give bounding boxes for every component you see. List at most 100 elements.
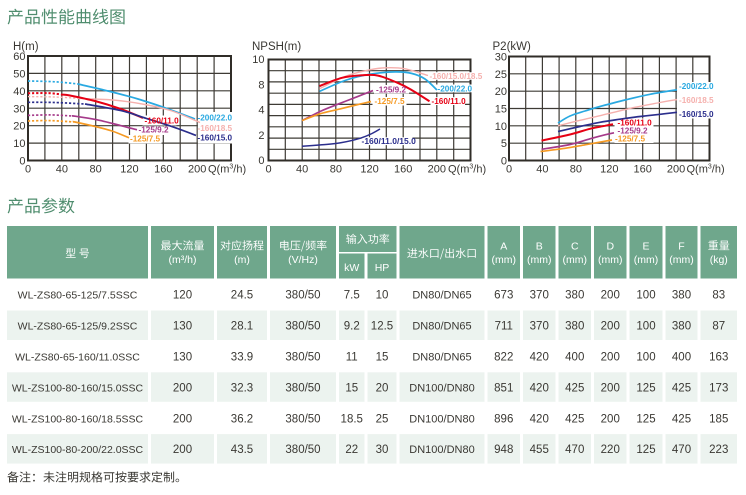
svg-text:C: C [571,241,579,253]
svg-text:200: 200 [173,382,192,394]
svg-text:9.2: 9.2 [344,321,360,333]
svg-text:0: 0 [501,155,507,167]
svg-text:Q(m3/h): Q(m3/h) [208,164,246,176]
svg-text:420: 420 [530,413,549,425]
svg-text:43.5: 43.5 [231,444,253,456]
svg-text:11: 11 [346,352,358,364]
svg-text:15: 15 [376,352,389,364]
svg-text:-125/9.2: -125/9.2 [618,127,648,136]
svg-text:(kg): (kg) [710,254,728,266]
svg-text:0: 0 [506,164,512,176]
svg-text:200: 200 [428,164,446,176]
svg-text:A: A [500,241,507,253]
svg-text:4: 4 [258,105,264,117]
svg-text:-160/11.0: -160/11.0 [618,118,653,127]
svg-text:40: 40 [536,164,548,176]
svg-text:200: 200 [601,352,620,364]
svg-text:370: 370 [530,321,549,333]
svg-text:200: 200 [601,382,620,394]
svg-text:0: 0 [258,155,264,167]
svg-text:WL-ZS80-65-160/11.0SSC: WL-ZS80-65-160/11.0SSC [15,352,140,364]
svg-text:(mm): (mm) [669,254,694,266]
svg-text:DN80/DN65: DN80/DN65 [412,321,471,333]
svg-text:10: 10 [13,138,25,150]
svg-text:380/50: 380/50 [285,382,320,394]
svg-text:DN100/DN80: DN100/DN80 [409,413,474,425]
svg-text:125: 125 [636,382,655,394]
svg-text:DN80/DN65: DN80/DN65 [412,290,471,302]
svg-text:20: 20 [13,121,25,133]
svg-text:10: 10 [252,54,264,66]
svg-text:kW: kW [344,262,359,274]
svg-text:130: 130 [173,321,192,333]
svg-text:28.1: 28.1 [231,321,253,333]
svg-text:(mm): (mm) [598,254,623,266]
svg-text:120: 120 [173,290,192,302]
svg-text:470: 470 [672,444,691,456]
svg-text:87: 87 [712,321,725,333]
svg-text:200: 200 [667,164,685,176]
svg-text:380: 380 [672,321,691,333]
svg-text:370: 370 [530,290,549,302]
svg-text:30: 30 [13,103,25,115]
svg-text:-125/7.5: -125/7.5 [130,134,160,143]
svg-text:0: 0 [265,164,271,176]
svg-text:163: 163 [709,352,728,364]
svg-text:18.5: 18.5 [341,413,363,425]
svg-text:30: 30 [495,52,507,64]
svg-text:-160/15.0: -160/15.0 [679,110,714,119]
svg-text:-160/18.5: -160/18.5 [679,96,714,105]
svg-text:(m³/h): (m³/h) [169,254,197,266]
svg-text:200: 200 [601,413,620,425]
svg-text:50: 50 [13,68,25,80]
svg-text:173: 173 [709,382,728,394]
svg-text:711: 711 [495,321,513,333]
svg-text:F: F [678,241,684,253]
svg-text:80: 80 [330,164,342,176]
svg-text:380/50: 380/50 [285,290,320,302]
svg-text:WL-ZS100-80-160/18.5SSC: WL-ZS100-80-160/18.5SSC [12,413,144,425]
svg-text:673: 673 [494,290,513,302]
svg-text:400: 400 [672,352,691,364]
svg-text:380/50: 380/50 [285,321,320,333]
svg-text:10: 10 [495,121,507,133]
svg-text:160: 160 [634,164,652,176]
svg-text:-160/15.0: -160/15.0 [198,134,233,143]
svg-text:30: 30 [376,444,389,456]
svg-text:80: 80 [90,164,102,176]
svg-text:HP: HP [375,262,390,274]
svg-text:20: 20 [376,382,389,394]
svg-text:125: 125 [636,413,655,425]
svg-text:10: 10 [376,290,389,302]
svg-text:420: 420 [530,382,549,394]
svg-text:(mm): (mm) [563,254,588,266]
svg-text:H(m): H(m) [13,41,39,53]
svg-text:80: 80 [570,164,582,176]
svg-text:380: 380 [565,321,584,333]
svg-text:380: 380 [672,290,691,302]
svg-text:15: 15 [345,382,358,394]
svg-text:420: 420 [530,352,549,364]
svg-text:425: 425 [672,382,691,394]
svg-text:B: B [536,241,543,253]
svg-text:223: 223 [709,444,728,456]
svg-text:Q(m3/h): Q(m3/h) [687,164,725,176]
svg-text:380/50: 380/50 [285,352,320,364]
svg-text:425: 425 [672,413,691,425]
svg-text:-160/11.0/15.0: -160/11.0/15.0 [362,136,417,146]
svg-text:15: 15 [495,103,507,115]
svg-text:2: 2 [258,130,264,142]
svg-text:WL-ZS80-65-125/7.5SSC: WL-ZS80-65-125/7.5SSC [18,290,138,302]
svg-text:160: 160 [154,164,172,176]
svg-text:32.3: 32.3 [231,382,253,394]
svg-text:-200/22.0: -200/22.0 [438,84,473,93]
svg-text:160: 160 [394,164,412,176]
svg-text:7.5: 7.5 [344,290,360,302]
svg-text:120: 120 [600,164,618,176]
svg-text:WL-ZS100-80-200/22.0SSC: WL-ZS100-80-200/22.0SSC [12,444,144,456]
svg-text:200: 200 [173,413,192,425]
svg-text:948: 948 [494,444,513,456]
svg-text:380/50: 380/50 [285,413,320,425]
svg-text:125: 125 [636,444,655,456]
svg-text:200: 200 [173,444,192,456]
